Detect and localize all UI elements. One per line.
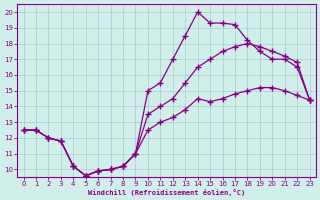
X-axis label: Windchill (Refroidissement éolien,°C): Windchill (Refroidissement éolien,°C): [88, 189, 245, 196]
